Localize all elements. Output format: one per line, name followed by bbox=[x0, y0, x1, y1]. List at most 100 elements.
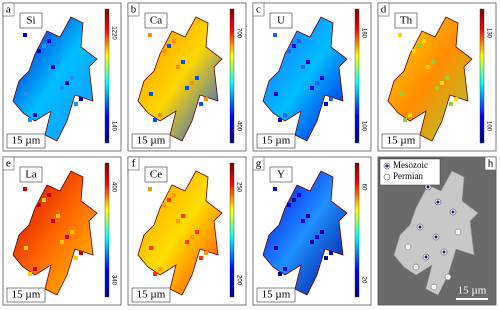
element-label: Y bbox=[277, 169, 285, 181]
scale-label: 15 µm bbox=[12, 289, 41, 301]
scale-box bbox=[131, 287, 171, 303]
map-speck bbox=[56, 60, 60, 64]
letter-box bbox=[484, 156, 497, 171]
colorbar-label: 200 bbox=[235, 275, 241, 286]
map-speck bbox=[181, 60, 185, 64]
map-speck bbox=[158, 113, 162, 117]
map-speck bbox=[454, 97, 458, 101]
map-speck bbox=[315, 81, 319, 85]
panel-letter: e bbox=[6, 158, 11, 170]
map-speck bbox=[440, 81, 444, 85]
map-speck bbox=[449, 102, 453, 106]
map-panel: 1220 140 a Si 15 µm bbox=[2, 2, 122, 152]
map-speck bbox=[65, 81, 69, 85]
map-speck bbox=[310, 86, 314, 90]
legend-marker bbox=[383, 173, 391, 181]
permian-spot bbox=[454, 228, 462, 236]
letter-box bbox=[252, 2, 265, 17]
map-speck bbox=[199, 256, 203, 260]
permian-spot bbox=[444, 273, 452, 281]
map-speck bbox=[320, 230, 324, 234]
map-speck bbox=[158, 267, 162, 271]
map-speck bbox=[185, 86, 189, 90]
colorbar-label: 100 bbox=[485, 121, 491, 132]
colorbar-label: 400 bbox=[110, 182, 116, 193]
map-speck bbox=[172, 193, 176, 197]
map-speck bbox=[301, 65, 305, 69]
colorbar bbox=[354, 162, 360, 298]
legend-dot bbox=[385, 164, 389, 168]
map-speck bbox=[315, 235, 319, 239]
letter-box bbox=[252, 156, 265, 171]
map-speck bbox=[33, 267, 37, 271]
map-speck bbox=[297, 39, 301, 43]
map-speck bbox=[148, 33, 152, 37]
legend-label: Permian bbox=[393, 171, 423, 181]
panel-letter: h bbox=[488, 158, 494, 170]
map-speck bbox=[148, 187, 152, 191]
map-speck bbox=[79, 97, 83, 101]
map-speck bbox=[24, 246, 28, 250]
map-speck bbox=[329, 97, 333, 101]
colorbar-label: 1220 bbox=[110, 26, 116, 40]
permian-spot bbox=[412, 263, 420, 271]
scale-label: 15 µm bbox=[458, 285, 487, 297]
map-speck bbox=[162, 203, 166, 207]
map-speck bbox=[422, 39, 426, 43]
map-speck bbox=[28, 272, 32, 276]
map-speck bbox=[153, 118, 157, 122]
map-speck bbox=[153, 272, 157, 276]
map-speck bbox=[204, 251, 208, 255]
element-box bbox=[144, 166, 168, 183]
element-label: Si bbox=[26, 15, 35, 27]
mesozoic-dot bbox=[442, 250, 446, 254]
colorbar bbox=[479, 8, 485, 144]
letter-box bbox=[2, 2, 15, 17]
element-label: Th bbox=[400, 15, 413, 27]
map-speck bbox=[273, 187, 277, 191]
colorbar bbox=[104, 8, 110, 144]
map-speck bbox=[417, 44, 421, 48]
scale-label: 15 µm bbox=[262, 135, 291, 147]
map-speck bbox=[37, 49, 41, 53]
map-speck bbox=[324, 256, 328, 260]
mesozoic-dot bbox=[436, 200, 440, 204]
map-speck bbox=[51, 65, 55, 69]
map-speck bbox=[74, 256, 78, 260]
map-speck bbox=[33, 113, 37, 117]
colorbar-label: 130 bbox=[485, 28, 491, 39]
element-label: Ce bbox=[150, 169, 162, 181]
map-speck bbox=[28, 118, 32, 122]
letter-box bbox=[2, 156, 15, 171]
element-map bbox=[12, 170, 98, 296]
element-box bbox=[19, 12, 43, 29]
scale-label: 15 µm bbox=[137, 135, 166, 147]
element-map bbox=[137, 16, 223, 142]
map-speck bbox=[329, 251, 333, 255]
map-speck bbox=[435, 86, 439, 90]
map-speck bbox=[292, 198, 296, 202]
permian-spot bbox=[404, 243, 412, 251]
colorbar-label: 140 bbox=[110, 121, 116, 132]
element-box bbox=[394, 12, 418, 29]
map-speck bbox=[199, 102, 203, 106]
scale-label: 15 µm bbox=[387, 135, 416, 147]
scale-box bbox=[256, 133, 296, 149]
map-speck bbox=[399, 92, 403, 96]
map-speck bbox=[23, 187, 27, 191]
map-speck bbox=[167, 44, 171, 48]
map-speck bbox=[42, 198, 46, 202]
map-speck bbox=[65, 235, 69, 239]
scale-label: 15 µm bbox=[12, 135, 41, 147]
map-speck bbox=[70, 230, 74, 234]
letter-box bbox=[127, 2, 140, 17]
scale-box bbox=[381, 133, 421, 149]
map-speck bbox=[172, 39, 176, 43]
map-speck bbox=[37, 203, 41, 207]
scale-box bbox=[6, 133, 46, 149]
panel-letter: g bbox=[256, 158, 262, 170]
map-speck bbox=[149, 246, 153, 250]
colorbar bbox=[354, 8, 360, 144]
